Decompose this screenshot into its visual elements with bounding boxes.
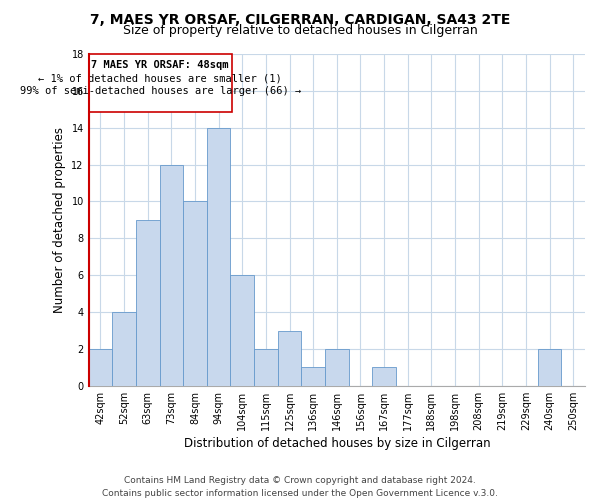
Text: Size of property relative to detached houses in Cilgerran: Size of property relative to detached ho…: [122, 24, 478, 37]
Text: ← 1% of detached houses are smaller (1): ← 1% of detached houses are smaller (1): [38, 74, 282, 84]
Bar: [112, 312, 136, 386]
Text: Contains HM Land Registry data © Crown copyright and database right 2024.
Contai: Contains HM Land Registry data © Crown c…: [102, 476, 498, 498]
Bar: [278, 330, 301, 386]
Y-axis label: Number of detached properties: Number of detached properties: [53, 127, 66, 313]
Bar: [230, 275, 254, 386]
Bar: [538, 349, 562, 386]
Text: 99% of semi-detached houses are larger (66) →: 99% of semi-detached houses are larger (…: [20, 86, 301, 97]
Bar: [372, 368, 396, 386]
Bar: [254, 349, 278, 386]
Bar: [136, 220, 160, 386]
Text: 7, MAES YR ORSAF, CILGERRAN, CARDIGAN, SA43 2TE: 7, MAES YR ORSAF, CILGERRAN, CARDIGAN, S…: [90, 12, 510, 26]
Bar: [207, 128, 230, 386]
X-axis label: Distribution of detached houses by size in Cilgerran: Distribution of detached houses by size …: [184, 437, 490, 450]
FancyBboxPatch shape: [89, 54, 232, 112]
Bar: [89, 349, 112, 386]
Text: 7 MAES YR ORSAF: 48sqm: 7 MAES YR ORSAF: 48sqm: [91, 60, 229, 70]
Bar: [301, 368, 325, 386]
Bar: [183, 202, 207, 386]
Bar: [325, 349, 349, 386]
Bar: [160, 164, 183, 386]
